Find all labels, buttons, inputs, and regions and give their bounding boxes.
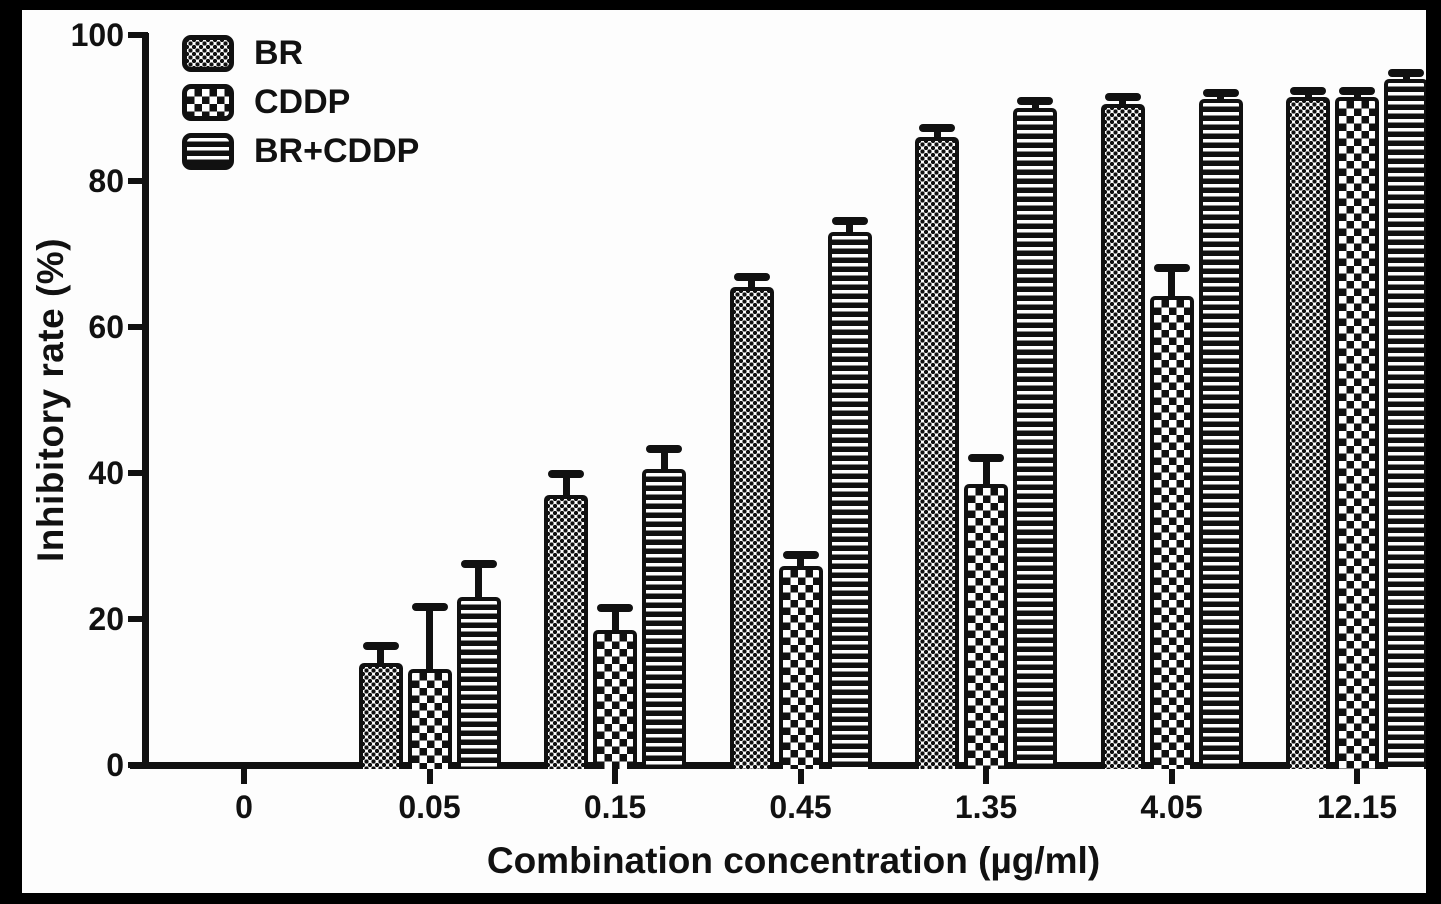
y-tick-label: 0 — [106, 747, 124, 783]
error-bar-cap — [919, 124, 955, 133]
bar-br-plus-cddp-0.05 — [456, 597, 501, 769]
error-bar-stem — [611, 608, 619, 640]
bar-br-0.15 — [544, 494, 588, 769]
legend-label: BR — [254, 34, 304, 72]
x-tick-label: 12.15 — [1316, 789, 1398, 825]
y-axis-title: Inhibitory rate (%) — [30, 237, 71, 563]
x-axis — [130, 762, 1426, 769]
legend-item: BR — [182, 34, 419, 72]
error-bar-cap — [1104, 93, 1141, 102]
x-tick-label: 0.45 — [769, 789, 832, 825]
error-bar-cap — [1153, 263, 1190, 272]
error-bar-cap — [646, 444, 682, 453]
error-bar-stem — [562, 474, 570, 505]
bar-cddp-4.05 — [1149, 295, 1194, 769]
y-axis-tick — [128, 616, 148, 622]
bar-br-12.15 — [1286, 97, 1330, 769]
error-bar-cap — [460, 560, 497, 569]
y-axis-tick — [128, 470, 148, 476]
bar-br-plus-cddp-12.15 — [1384, 78, 1426, 769]
y-tick-label: 100 — [70, 17, 124, 53]
y-tick-label: 20 — [88, 601, 124, 637]
x-tick-label: 0 — [235, 789, 253, 825]
y-axis-tick — [128, 178, 148, 184]
error-bar-stem — [426, 606, 433, 679]
x-axis-tick — [612, 769, 618, 784]
error-bar-cap — [733, 273, 770, 282]
legend-item: CDDP — [182, 83, 419, 121]
error-bar-stem — [982, 458, 990, 494]
x-tick-label: 4.05 — [1140, 789, 1203, 825]
bar-cddp-0.05 — [407, 668, 452, 769]
error-bar-cap — [782, 550, 819, 559]
error-bar-cap — [1290, 87, 1326, 96]
legend-item: BR+CDDP — [182, 132, 419, 170]
x-axis-tick — [1354, 769, 1360, 784]
bar-br-plus-cddp-0.45 — [827, 232, 872, 769]
error-bar-cap — [411, 602, 448, 611]
error-bar-stem — [846, 221, 853, 243]
x-tick-label: 0.15 — [583, 789, 647, 825]
br-swatch-icon — [182, 34, 234, 72]
y-axis-tick — [128, 32, 148, 38]
x-axis-tick — [1168, 769, 1175, 784]
x-axis-tick — [983, 769, 989, 784]
error-bar-stem — [1168, 267, 1175, 306]
bar-br-1.35 — [915, 137, 959, 769]
x-axis-tick — [426, 769, 433, 784]
br-plus-cddp-swatch-icon — [182, 132, 234, 170]
error-bar-cap — [968, 454, 1004, 463]
x-tick-label: 0.05 — [398, 789, 461, 825]
error-bar-cap — [1017, 96, 1053, 105]
x-axis-title: Combination concentration (µg/ml) — [486, 840, 1101, 881]
error-bar-cap — [362, 642, 399, 650]
error-bar-stem — [660, 448, 668, 480]
plot-area: Inhibitory rate (%) Combination concentr… — [22, 10, 1426, 893]
error-bar-cap — [831, 217, 868, 226]
bar-cddp-1.35 — [964, 483, 1008, 769]
y-tick-label: 40 — [88, 455, 124, 491]
bar-br-0.45 — [729, 286, 774, 769]
bar-br-0.05 — [358, 662, 403, 769]
bar-cddp-0.45 — [778, 565, 823, 769]
error-bar-cap — [597, 604, 633, 613]
y-axis — [142, 33, 149, 769]
error-bar-stem — [797, 554, 804, 576]
bar-br-plus-cddp-4.05 — [1198, 98, 1243, 769]
error-bar-stem — [475, 564, 482, 608]
bar-br-plus-cddp-1.35 — [1013, 108, 1057, 769]
legend: BR CDDP BR+CDDP — [182, 34, 419, 170]
bar-cddp-12.15 — [1335, 97, 1379, 769]
error-bar-cap — [548, 470, 584, 479]
legend-label: BR+CDDP — [254, 132, 420, 170]
x-tick-label: 1.35 — [954, 789, 1018, 825]
bar-br-plus-cddp-0.15 — [642, 469, 686, 769]
y-axis-tick — [128, 762, 148, 768]
x-axis-tick — [241, 769, 247, 784]
error-bar-cap — [1388, 68, 1424, 77]
bar-cddp-0.15 — [593, 629, 637, 769]
error-bar-stem — [377, 646, 384, 673]
y-tick-label: 60 — [88, 309, 124, 345]
y-tick-label: 80 — [88, 163, 124, 199]
y-axis-tick — [128, 324, 148, 330]
bar-br-4.05 — [1100, 104, 1145, 769]
error-bar-cap — [1202, 88, 1239, 97]
legend-label: CDDP — [254, 83, 351, 121]
error-bar-cap — [1339, 87, 1375, 96]
x-axis-tick — [797, 769, 804, 784]
cddp-swatch-icon — [182, 83, 234, 121]
